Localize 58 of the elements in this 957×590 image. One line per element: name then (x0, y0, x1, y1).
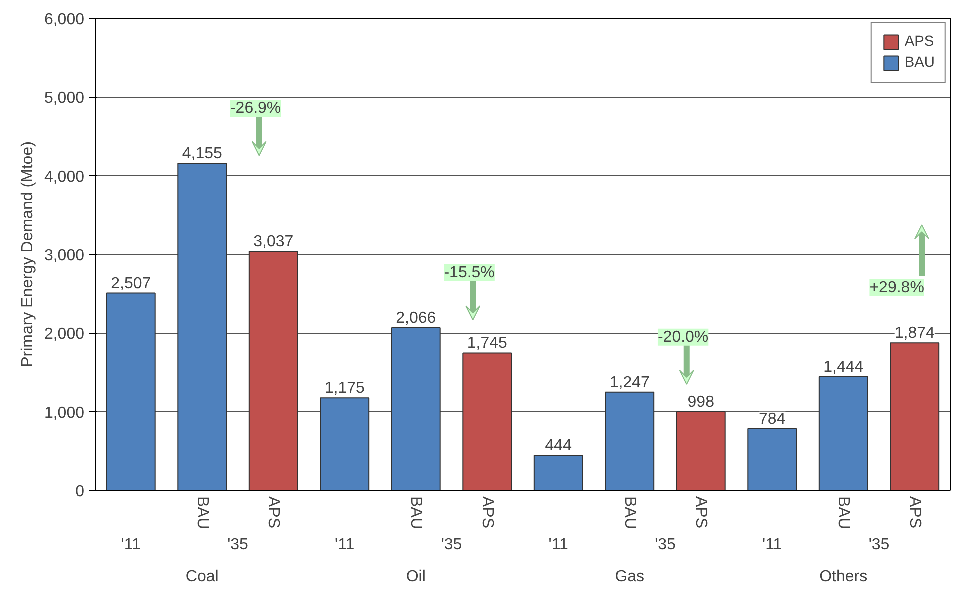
bar (462, 352, 512, 490)
bar (320, 398, 370, 490)
bar (676, 411, 726, 490)
y-tick-label: 2,000 (44, 326, 85, 344)
data-label: 2,507 (111, 275, 152, 292)
y-tick-label: 5,000 (44, 90, 85, 108)
data-label: 1,175 (324, 380, 365, 398)
x-tick-label: APS (692, 496, 710, 529)
x-tick-label: BAU (835, 496, 852, 530)
data-label: 3,037 (254, 234, 294, 251)
text: '35 (655, 536, 676, 554)
x-tick-label: BAU (194, 496, 211, 530)
text: Oil (406, 568, 426, 586)
text: '35 (868, 536, 890, 554)
y-tick-label: 6,000 (44, 12, 85, 28)
annotation: -20.0% (658, 328, 709, 346)
y-tick-label: 4,000 (44, 168, 85, 186)
data-label: 444 (545, 438, 572, 455)
data-label: 1,444 (824, 358, 864, 376)
data-label: 2,066 (396, 310, 436, 327)
data-label: 784 (759, 410, 786, 428)
text: '11 (335, 536, 355, 554)
text: '11 (762, 536, 782, 554)
legend-label: APS (904, 34, 934, 50)
text: '11 (121, 536, 142, 554)
bar (748, 428, 798, 490)
text: Gas (615, 568, 645, 586)
text: '35 (228, 536, 249, 554)
x-tick-label: BAU (621, 496, 638, 530)
legend-label: BAU (904, 55, 935, 71)
bar (106, 292, 156, 490)
text: Coal (186, 568, 219, 586)
text: Others (820, 568, 868, 586)
y-tick-label: 0 (76, 484, 85, 500)
bar (890, 342, 940, 490)
text: '35 (441, 536, 462, 554)
data-label: 1,874 (894, 325, 935, 342)
annotation: +29.8% (870, 280, 924, 297)
bar (605, 392, 655, 490)
annotation: -15.5% (444, 264, 495, 282)
data-label: 1,745 (467, 335, 508, 352)
bar (534, 455, 584, 490)
x-tick-label: APS (265, 496, 282, 529)
data-label: 998 (688, 394, 715, 411)
annotation: -26.9% (230, 100, 282, 118)
bar (178, 163, 228, 490)
y-axis-title: Primary Energy Demand (Mtoe) (19, 142, 36, 368)
x-tick-label: BAU (408, 496, 425, 530)
x-tick-label: APS (478, 496, 496, 529)
bar (391, 327, 441, 490)
bar (818, 376, 868, 490)
bar (248, 251, 298, 490)
y-tick-label: 3,000 (44, 248, 85, 264)
data-label: 4,155 (182, 146, 222, 163)
data-label: 1,247 (610, 374, 650, 392)
y-tick-label: 1,000 (44, 404, 85, 422)
x-tick-label: APS (906, 496, 924, 529)
text: '11 (548, 536, 569, 554)
